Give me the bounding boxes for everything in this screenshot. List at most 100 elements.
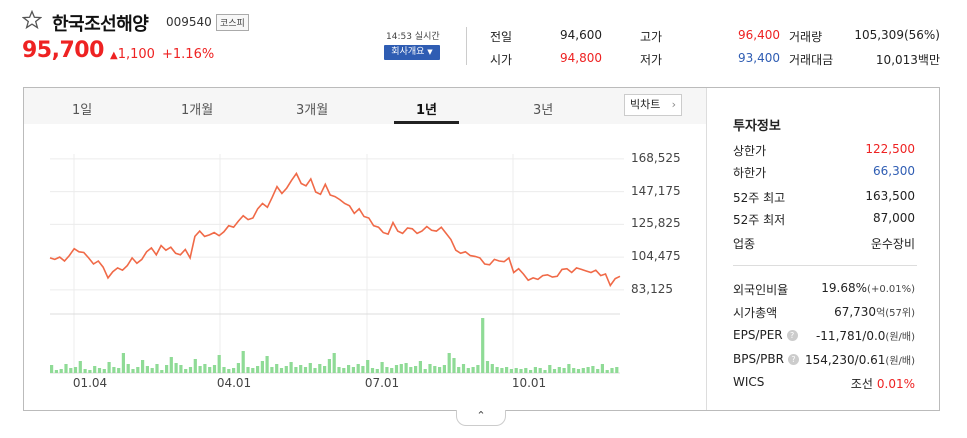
- volume-bar: [251, 368, 255, 373]
- big-chart-button[interactable]: 빅차트 ›: [624, 94, 682, 116]
- price-change-value: 1,100: [117, 47, 155, 62]
- info-value-extra: (원/배): [885, 356, 915, 367]
- price-chart: 01.04 04.01 07.01 10.01: [49, 154, 624, 390]
- volume-bar: [246, 367, 250, 373]
- volume-bar: [131, 369, 135, 373]
- info-value-main: 154,230/0.61: [805, 353, 886, 367]
- volume-bar: [256, 366, 260, 373]
- price-change-pct: +1.16%: [162, 47, 215, 62]
- volume-bar: [308, 363, 312, 373]
- volume-bar: [543, 370, 547, 373]
- volume-bar: [294, 367, 298, 373]
- volume-bar: [160, 370, 164, 373]
- info-value: 87,000: [873, 211, 915, 225]
- volume-bar: [433, 366, 437, 373]
- info-value-main: 19.68%: [821, 281, 868, 295]
- info-value: 122,500: [865, 142, 915, 156]
- realtime-label: 14:53 실시간: [386, 32, 440, 42]
- volume-bar: [394, 365, 399, 373]
- volume-bar: [93, 366, 97, 373]
- quote-value-trade-value: 10,013백만: [875, 53, 940, 67]
- volume-bar: [279, 368, 284, 373]
- volume-bar: [69, 368, 73, 373]
- info-divider: [733, 265, 917, 266]
- info-label: 외국인비율: [733, 283, 789, 297]
- info-value: 163,500: [865, 189, 915, 203]
- tab-3month[interactable]: 3개월: [296, 103, 329, 118]
- price-change: ▲1,100: [110, 47, 155, 62]
- info-value: 운수장비: [870, 237, 915, 251]
- info-value-main: 67,730: [834, 305, 877, 319]
- volume-bar: [404, 363, 408, 373]
- volume-bar: [270, 367, 274, 373]
- volume-bar: [548, 365, 552, 373]
- header-divider: [466, 27, 467, 65]
- volume-bar: [361, 366, 365, 373]
- volume-bar: [351, 367, 355, 373]
- volume-bar: [471, 367, 475, 373]
- chart-grid: [50, 154, 624, 374]
- active-tab-indicator: [394, 121, 459, 124]
- tab-1year[interactable]: 1년: [416, 103, 438, 118]
- y-tick-label: 125,825: [631, 216, 681, 231]
- help-icon[interactable]: ?: [786, 330, 798, 341]
- quote-value-low: 93,400: [738, 51, 780, 65]
- x-tick-label: 01.04: [73, 376, 107, 390]
- info-value-extra: (원/배): [885, 332, 915, 343]
- help-icon[interactable]: ?: [787, 354, 799, 365]
- y-tick-label: 168,525: [631, 150, 681, 165]
- volume-bar: [217, 355, 221, 373]
- quote-value-volume: 105,309(56%): [854, 28, 940, 42]
- volume-bar: [375, 369, 379, 373]
- tab-1day[interactable]: 1일: [72, 103, 93, 118]
- volume-bar: [529, 370, 533, 373]
- volume-bar: [232, 368, 236, 373]
- info-value: 66,300: [873, 164, 915, 178]
- volume-bar: [155, 364, 159, 373]
- volume-bar: [303, 367, 308, 373]
- volume-bar: [342, 368, 346, 373]
- volume-bar: [222, 367, 226, 373]
- volume-bar: [452, 358, 456, 373]
- volume-bar: [519, 369, 523, 373]
- volume-bar: [117, 368, 121, 373]
- collapse-button[interactable]: ⌃: [456, 410, 506, 426]
- volume-bar: [418, 361, 422, 373]
- favorite-star-icon[interactable]: [22, 10, 42, 30]
- volume-bar: [409, 367, 413, 373]
- company-overview-button[interactable]: 회사개요 ▼: [384, 45, 440, 60]
- tab-3year[interactable]: 3년: [533, 103, 554, 118]
- volume-bar: [442, 365, 446, 373]
- volume-bar: [428, 364, 432, 373]
- volume-bar: [275, 364, 279, 373]
- period-tabs: [24, 88, 706, 124]
- volume-bar: [83, 369, 87, 373]
- volume-bar: [121, 353, 125, 373]
- volume-bar: [332, 353, 336, 373]
- volume-bar: [212, 365, 217, 373]
- volume-bar: [97, 368, 102, 373]
- y-tick-label: 147,175: [631, 183, 681, 198]
- volume-bar: [184, 369, 188, 373]
- volume-bar: [500, 368, 504, 373]
- volume-bar: [576, 369, 581, 373]
- chevron-up-icon: ⌃: [476, 409, 486, 422]
- volume-bar: [193, 359, 197, 373]
- volume-bar: [596, 369, 600, 373]
- volume-bar: [198, 366, 202, 373]
- info-value-extra: 억(57위): [876, 308, 915, 319]
- volume-bar: [380, 362, 384, 373]
- volume-bar: [145, 366, 149, 373]
- volume-bar: [337, 367, 341, 373]
- volume-bar: [605, 370, 609, 373]
- volume-bar: [208, 367, 212, 373]
- volume-bar: [457, 367, 461, 373]
- info-value-main: 조선: [850, 377, 873, 391]
- volume-bar: [179, 365, 183, 373]
- volume-bar: [524, 368, 528, 373]
- volume-bar: [490, 364, 494, 373]
- volume-bar: [476, 365, 480, 373]
- volume-bar: [399, 364, 403, 373]
- tab-1month[interactable]: 1개월: [181, 103, 214, 118]
- volume-bar: [102, 369, 106, 373]
